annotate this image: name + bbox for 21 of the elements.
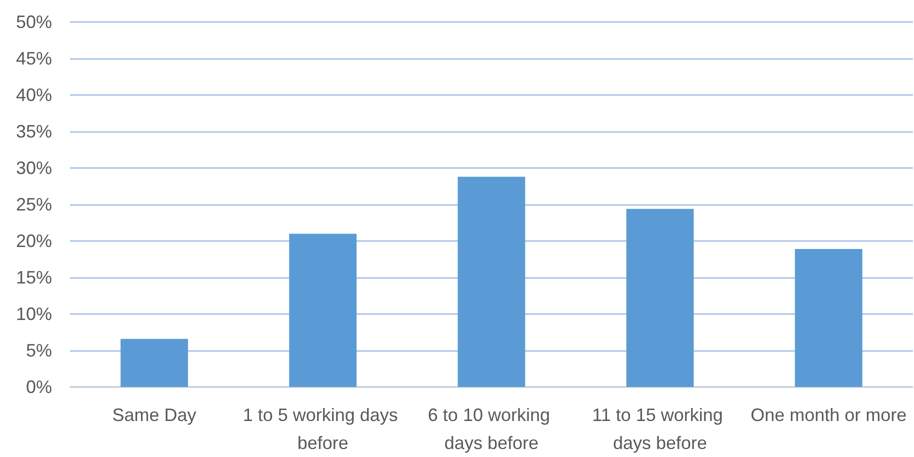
y-tick-label: 15% [16,268,52,288]
x-tick-label: 1 to 5 working days before [242,405,403,453]
x-tick-label: 6 to 10 working days before [428,405,555,453]
y-tick-label: 0% [26,377,52,397]
y-tick-label: 20% [16,231,52,251]
bar [120,338,188,387]
y-tick-label: 35% [16,122,52,142]
x-tick-label: Same Day [112,405,196,425]
x-tick-label: One month or more [750,405,907,425]
y-tick-label: 5% [26,340,52,360]
y-tick-label: 45% [16,48,52,68]
y-tick-label: 30% [16,158,52,178]
y-tick-label: 40% [16,85,52,105]
y-tick-label: 25% [16,194,52,214]
bar [289,234,357,387]
bar [794,249,862,387]
bar [458,176,526,387]
x-tick-label: 11 to 15 working days before [592,405,728,453]
y-tick-label: 10% [16,304,52,324]
bar [626,208,694,387]
y-tick-label: 50% [16,12,52,32]
